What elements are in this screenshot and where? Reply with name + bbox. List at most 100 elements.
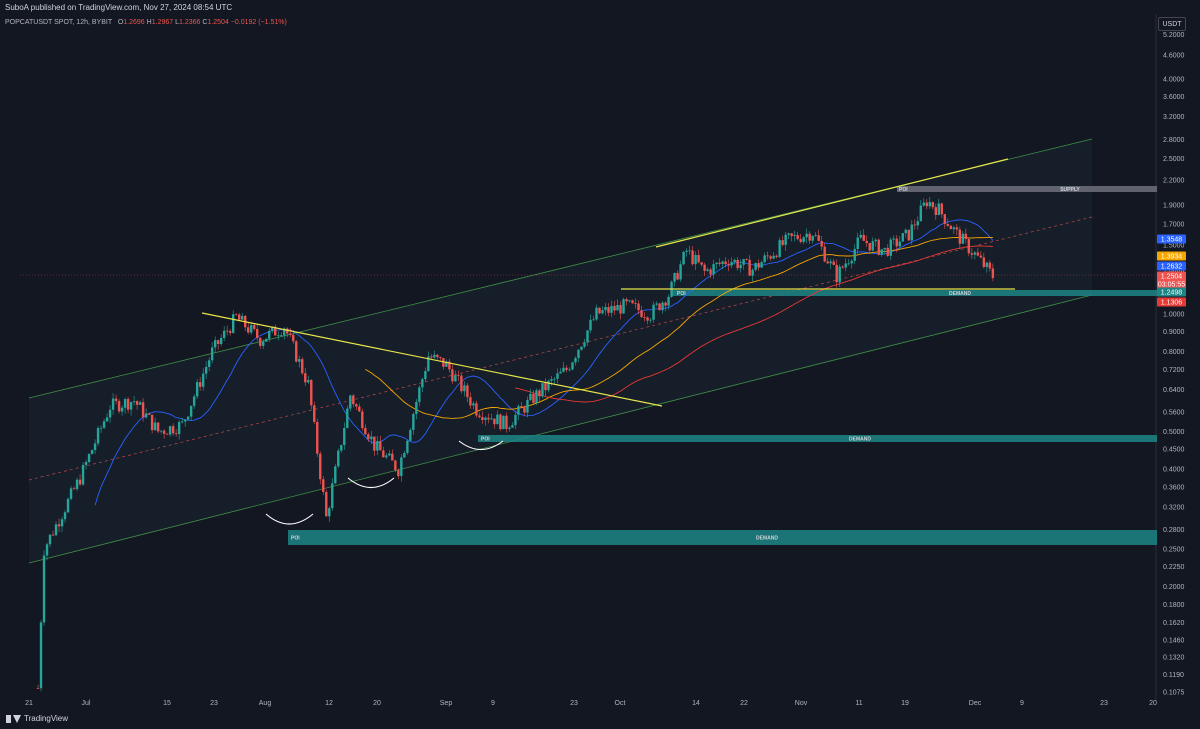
candle-body: [751, 269, 754, 276]
currency-selector[interactable]: USDT: [1158, 17, 1186, 31]
x-tick-label-17: 9: [1020, 700, 1024, 707]
time-axis[interactable]: 21 Jul 15 23 Aug 12 20 Sep 9 23 Oct 14 22 Nov 11 19 Dec 9…: [25, 700, 1157, 707]
y-tick-label-26: 0.2250: [1163, 564, 1185, 571]
candle-body: [583, 342, 586, 347]
candle-body: [262, 341, 265, 346]
candle-body: [156, 422, 160, 432]
ohlc-change: −0.0192 (−1.51%): [230, 19, 287, 26]
zone-left-label-0: POI: [899, 187, 908, 193]
candle-body: [346, 408, 349, 429]
candle-body: [724, 261, 727, 265]
candle-body: [649, 319, 652, 321]
zone-label-1: DEMAND: [949, 291, 971, 297]
candle-body: [99, 427, 103, 429]
candle-body: [231, 314, 235, 333]
y-tick-label-2: 4.0000: [1163, 76, 1185, 83]
tradingview-logo[interactable]: TradingView: [6, 714, 68, 723]
candle-body: [715, 262, 718, 265]
candle-body: [940, 203, 944, 215]
candle-body: [514, 414, 517, 426]
price-tag-text-6: 1.1306: [1161, 300, 1183, 307]
candle-body: [592, 319, 595, 321]
x-tick-label-3: 23: [210, 700, 218, 707]
candle-body: [868, 243, 871, 251]
candle-body: [739, 264, 742, 269]
candle-body: [847, 263, 850, 265]
candle-body: [75, 479, 79, 489]
candle-body: [177, 421, 181, 435]
candle-body: [451, 369, 454, 382]
candle-body: [616, 304, 619, 311]
candle-body: [550, 379, 553, 381]
candle-body: [904, 229, 907, 234]
candle-body: [228, 331, 232, 333]
candle-body: [634, 303, 637, 304]
candle-body: [120, 407, 124, 412]
x-tick-label-18: 23: [1100, 700, 1108, 707]
x-tick-label-11: 14: [692, 700, 700, 707]
candle-body: [841, 266, 844, 268]
symbol-name[interactable]: POPCATUSDT SPOT, 12h, BYBIT: [5, 19, 112, 26]
y-tick-label-15: 0.8000: [1163, 349, 1185, 356]
candle-body: [772, 255, 775, 259]
candle-body: [643, 317, 646, 318]
price-tag-text-4: 03:05:55: [1158, 282, 1185, 289]
candle-body: [631, 300, 634, 304]
candle-body: [817, 235, 820, 241]
candle-body: [862, 234, 865, 241]
candle-body: [298, 359, 301, 362]
candle-body: [508, 427, 511, 429]
x-tick-label-14: 11: [855, 700, 862, 707]
candle-body: [958, 229, 962, 244]
ma-red-line: [515, 245, 993, 403]
candle-body: [757, 263, 760, 268]
y-tick-label-9: 1.7000: [1163, 221, 1185, 228]
candle-body: [850, 260, 853, 264]
candle-body: [505, 415, 508, 429]
candle-body: [415, 401, 418, 414]
channel-group: [20, 138, 1156, 564]
candle-body: [907, 229, 910, 241]
candle-body: [382, 450, 385, 458]
price-axis[interactable]: 5.2000 4.6000 4.0000 3.6000 3.2000 2.8000 2.50…: [1163, 32, 1185, 697]
candle-body: [697, 255, 700, 263]
candle-body: [159, 430, 163, 432]
candle-body: [511, 425, 514, 428]
candle-body: [111, 398, 115, 410]
y-tick-label-6: 2.5000: [1163, 156, 1185, 163]
candle-body: [129, 402, 133, 410]
x-tick-label-13: Nov: [795, 700, 808, 707]
candle-body: [871, 241, 874, 251]
candle-body: [499, 414, 502, 430]
supply-zone-0: [897, 186, 1157, 192]
candle-body: [769, 256, 772, 259]
y-tick-label-10: 1.5000: [1163, 243, 1185, 250]
candle-body: [466, 385, 469, 398]
candle-body: [874, 239, 877, 242]
candle-body: [240, 315, 244, 320]
candle-body: [358, 406, 361, 412]
candle-body: [114, 398, 118, 402]
price-tag-text-5: 1.2498: [1161, 290, 1183, 297]
candle-body: [706, 269, 709, 271]
candle-body: [108, 409, 112, 418]
candle-body: [964, 233, 968, 239]
ohlc-low: L1.2366: [175, 19, 201, 26]
candle-body: [304, 373, 307, 383]
zones-group: POI SUPPLY POI DEMAND POI DEMAND POI DEMAND: [288, 186, 1157, 545]
candle-body: [370, 436, 373, 440]
candle-body: [168, 426, 172, 435]
candle-body: [496, 414, 499, 425]
x-tick-label-12: 22: [740, 700, 748, 707]
candle-body: [286, 328, 289, 334]
symbol-legend[interactable]: POPCATUSDT SPOT, 12h, BYBIT O1.2696 H1.2…: [5, 19, 287, 26]
candle-body: [745, 259, 748, 260]
candle-body: [201, 373, 205, 387]
x-tick-label-16: Dec: [969, 700, 982, 707]
candle-body: [532, 393, 535, 403]
zone-label-2: DEMAND: [849, 437, 871, 443]
candle-body: [925, 202, 928, 207]
candle-body: [331, 483, 334, 509]
candle-body: [547, 380, 550, 391]
